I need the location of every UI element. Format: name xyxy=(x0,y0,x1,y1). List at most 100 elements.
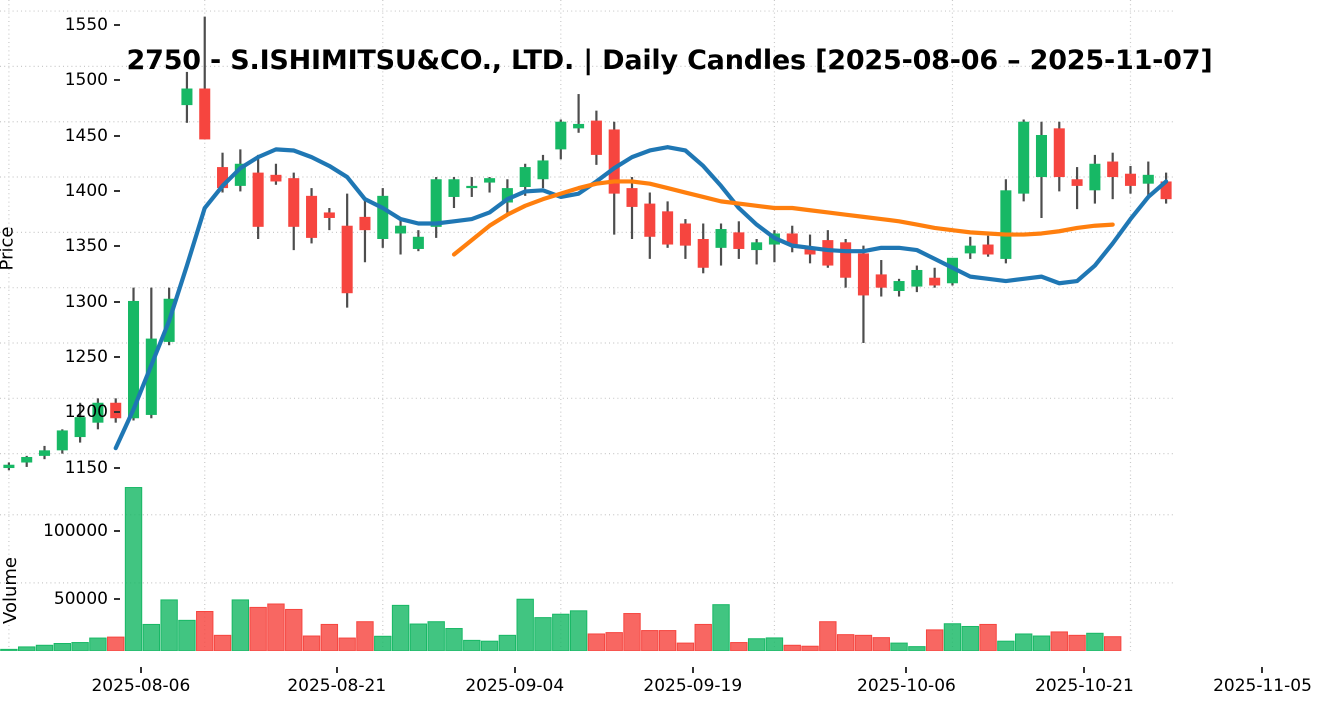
volume-bar xyxy=(35,644,54,651)
price-tick-mark xyxy=(114,411,120,414)
candlestick xyxy=(270,163,282,185)
volume-bar xyxy=(498,634,517,651)
volume-bar xyxy=(1086,632,1104,651)
volume-bar xyxy=(1050,631,1068,651)
volume-bar xyxy=(0,648,18,651)
candlestick xyxy=(1071,167,1083,210)
candlestick xyxy=(341,193,353,308)
candlestick xyxy=(626,177,638,239)
volume-bar xyxy=(480,640,499,651)
candlestick xyxy=(911,265,923,293)
candlestick xyxy=(181,71,193,123)
x-tick-mark xyxy=(1261,667,1264,673)
price-tick-label: 1500 xyxy=(64,70,108,91)
volume-bar xyxy=(18,646,36,651)
candle-body xyxy=(92,402,104,423)
candlestick xyxy=(679,219,691,259)
candle-body xyxy=(1071,179,1083,186)
candle-body xyxy=(1107,161,1119,178)
volume-bar xyxy=(249,606,267,651)
candlestick xyxy=(715,223,727,266)
candlestick xyxy=(751,239,763,265)
candlestick xyxy=(395,219,407,255)
candle-body xyxy=(74,417,86,438)
candle-body xyxy=(1035,134,1047,178)
price-y-axis: 1150 1200 1250 1300 1350 1400 1450 1500 1550 xyxy=(46,14,122,492)
candle-body xyxy=(217,167,229,189)
candle-body xyxy=(982,244,994,255)
candlestick xyxy=(484,177,496,193)
volume-bar xyxy=(961,625,979,651)
candle-body xyxy=(1160,181,1172,200)
candle-body xyxy=(822,240,834,266)
x-tick-mark xyxy=(513,667,516,673)
candlestick xyxy=(430,177,442,238)
candlestick xyxy=(946,257,958,286)
volume-bar xyxy=(1068,634,1086,651)
volume-bar xyxy=(1104,636,1122,651)
volume-bar xyxy=(997,640,1015,651)
candle-body xyxy=(555,121,567,150)
candle-body xyxy=(1053,128,1065,178)
volume-tick-label: 100000 xyxy=(43,520,108,541)
volume-plot-svg xyxy=(0,478,1175,651)
volume-bar xyxy=(463,639,481,651)
volume-bar xyxy=(445,628,463,651)
candlestick xyxy=(786,225,798,253)
candlestick xyxy=(74,402,86,443)
volume-bar xyxy=(427,621,445,651)
volume-tick-label: 50000 xyxy=(53,588,108,609)
volume-bar xyxy=(641,630,659,651)
volume-bar xyxy=(694,623,712,651)
candlestick xyxy=(982,235,994,257)
volume-bar xyxy=(1032,635,1051,651)
volume-bar xyxy=(213,634,232,651)
x-tick-mark xyxy=(139,667,142,673)
candlestick xyxy=(38,445,51,460)
volume-bar xyxy=(320,623,339,651)
candlestick xyxy=(1000,179,1012,264)
ma-short-line xyxy=(113,145,1169,451)
candlestick xyxy=(448,177,460,209)
volume-bar xyxy=(534,617,552,651)
candle-body xyxy=(21,456,33,463)
price-tick-label: 1550 xyxy=(64,15,108,36)
candlestick xyxy=(377,188,389,248)
candlestick xyxy=(1160,172,1172,204)
candle-body xyxy=(573,123,585,129)
candlestick xyxy=(697,223,709,274)
candlestick xyxy=(1107,152,1119,200)
price-tick-label: 1250 xyxy=(64,347,108,367)
volume-bar xyxy=(267,603,285,651)
candle-body xyxy=(697,239,709,268)
candle-body xyxy=(181,88,193,106)
volume-bar xyxy=(676,642,695,651)
candle-body xyxy=(395,225,407,234)
candlestick xyxy=(145,287,157,419)
candlestick xyxy=(875,260,887,297)
price-tick-mark xyxy=(114,190,120,193)
candle-body xyxy=(1000,190,1012,259)
x-tick-mark xyxy=(691,667,694,673)
price-tick-label: 1450 xyxy=(64,125,108,146)
candle-body xyxy=(412,236,424,249)
volume-bar xyxy=(160,599,178,651)
volume-bar xyxy=(765,637,784,651)
candlestick xyxy=(608,121,620,235)
price-tick-label: 1350 xyxy=(64,236,108,257)
candle-body xyxy=(110,402,122,419)
price-axis-title: Price xyxy=(0,226,18,271)
candle-body xyxy=(1142,174,1154,184)
volume-bar xyxy=(302,635,321,651)
candle-body xyxy=(608,129,620,194)
price-tick-label: 1150 xyxy=(64,457,108,478)
candle-body xyxy=(786,233,798,245)
candle-body xyxy=(234,163,246,186)
candle-body xyxy=(430,179,442,227)
candle-body xyxy=(875,274,887,288)
volume-bar xyxy=(801,645,819,651)
volume-bar xyxy=(107,636,125,651)
volume-bar xyxy=(587,633,606,651)
candle-body xyxy=(929,277,941,286)
candle-body xyxy=(590,120,602,155)
